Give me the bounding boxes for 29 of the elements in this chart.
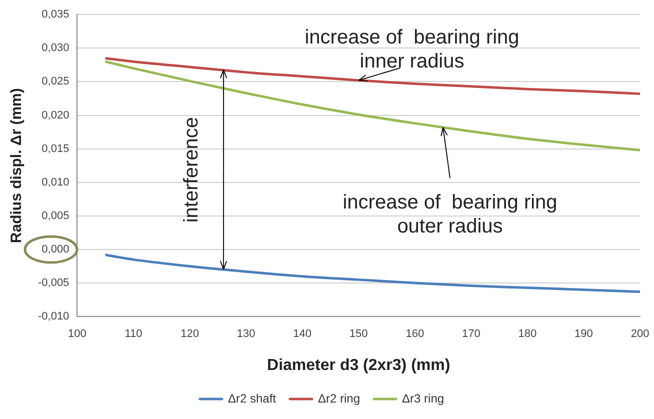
legend-label: Δr2 shaft [228, 391, 277, 406]
x-tick-label: 100 [68, 328, 86, 340]
y-tick-label: 0,015 [42, 142, 70, 155]
y-tick-label: 0,005 [42, 210, 70, 222]
y-axis-title: Radius displ. Δr (mm) [8, 88, 26, 244]
y-tick-label: -0,005 [38, 277, 70, 290]
x-tick-label: 170 [462, 328, 480, 340]
x-tick-label: 190 [574, 328, 593, 340]
y-tick-label: -0,010 [38, 310, 70, 323]
x-tick-label: 120 [180, 328, 199, 340]
annotation: interference [180, 117, 203, 223]
y-tick-label: 0,025 [42, 76, 70, 88]
x-tick-label: 130 [236, 328, 256, 340]
annotation: increase of bearing ring inner radius [304, 26, 520, 73]
x-tick-label: 110 [124, 328, 142, 340]
legend-label: Δr2 ring [318, 391, 360, 406]
y-tick-label: 0,010 [42, 176, 70, 188]
x-tick-label: 180 [518, 328, 537, 340]
x-axis-title: Diameter d3 (2xr3) (mm) [267, 356, 450, 374]
x-tick-label: 160 [406, 328, 424, 340]
annotation: increase of bearing ring outer radius [342, 192, 558, 238]
legend-label: Δr3 ring [402, 391, 444, 406]
y-tick-label: 0,000 [42, 244, 70, 256]
y-tick-label: 0,020 [42, 109, 70, 122]
x-tick-label: 200 [630, 328, 650, 340]
x-tick-label: 140 [293, 328, 312, 340]
x-tick-label: 150 [349, 328, 368, 340]
y-tick-label: 0,030 [42, 42, 70, 54]
y-tick-label: 0,035 [42, 8, 70, 21]
